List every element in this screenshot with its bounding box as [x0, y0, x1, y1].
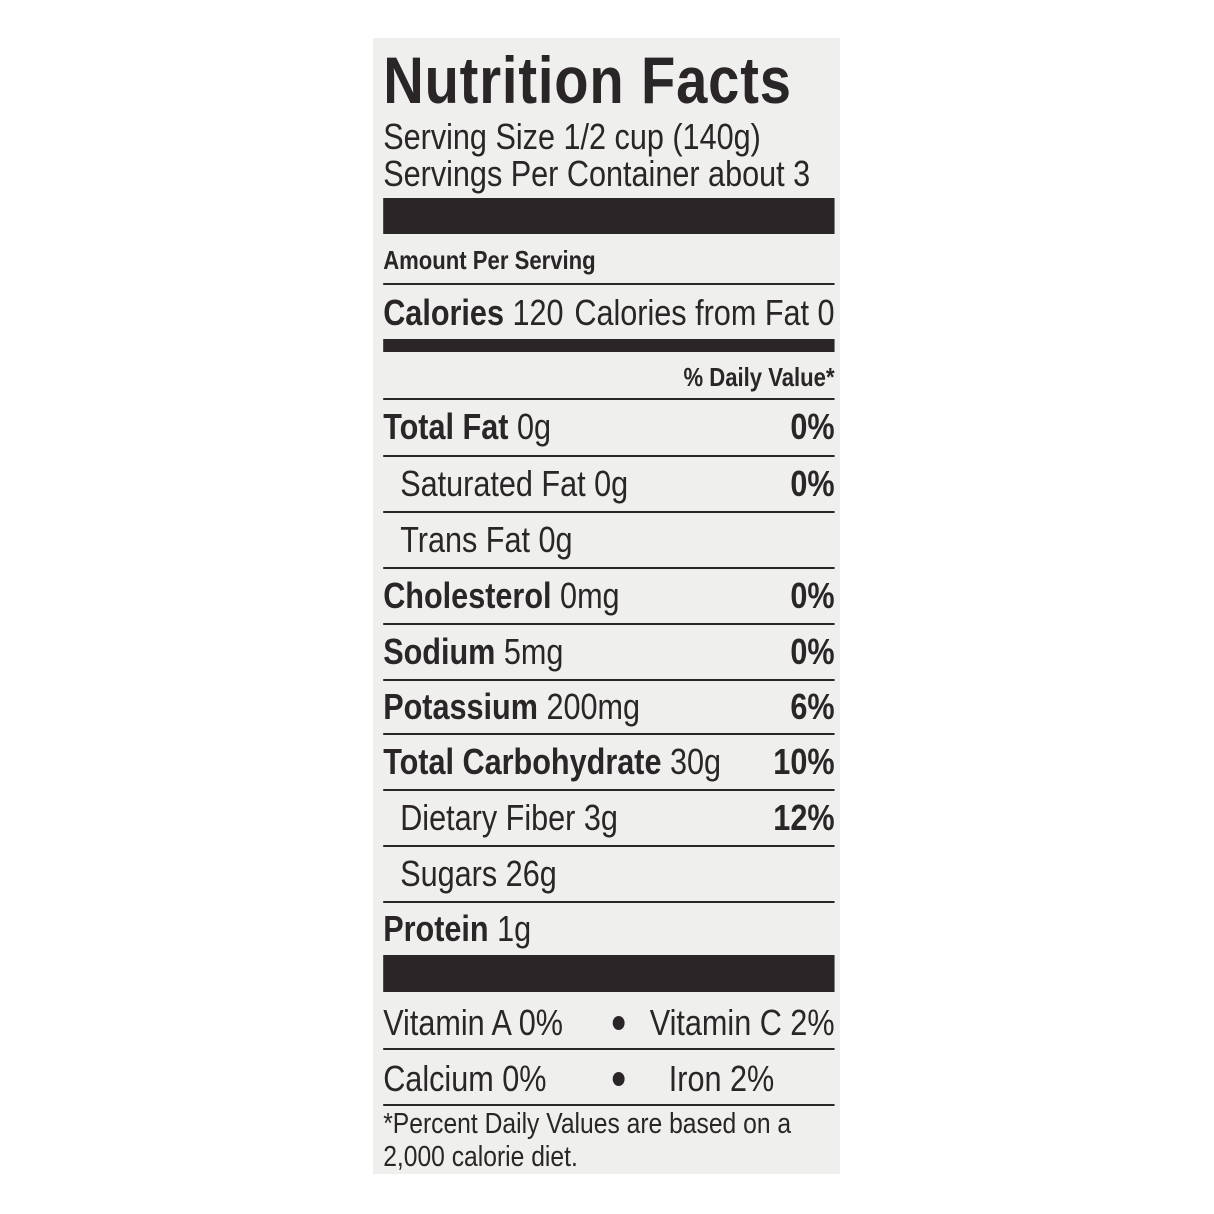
divider: [383, 283, 835, 285]
nutrient-dv: 0%: [790, 463, 835, 504]
nutrient-dv: 10%: [773, 741, 835, 782]
nutrient-row-trans-fat: Trans Fat 0g: [383, 513, 834, 567]
medium-divider: [383, 339, 835, 352]
vitamin-a: Vitamin A 0%: [383, 1002, 563, 1043]
amount-per-serving: Amount Per Serving: [383, 245, 596, 275]
nutrient-row-saturated-fat: Saturated Fat 0g 0%: [383, 457, 834, 511]
nutrient-label: Saturated Fat: [400, 463, 586, 504]
nutrient-dv: 0%: [790, 631, 835, 672]
divider: [383, 567, 835, 569]
footnote: *Percent Daily Values are based on a 2,0…: [383, 1108, 792, 1173]
divider: [383, 1104, 835, 1106]
divider: [383, 511, 835, 513]
nutrient-amount: 0g: [538, 519, 573, 560]
divider: [383, 623, 835, 625]
divider: [383, 398, 835, 400]
nutrient-amount: 3g: [583, 797, 618, 838]
divider: [383, 901, 835, 903]
nutrient-amount: 0g: [594, 463, 629, 504]
nutrient-row-total-carbohydrate: Total Carbohydrate 30g 10%: [383, 735, 834, 789]
nutrient-amount: 1g: [497, 908, 532, 949]
nutrient-label: Potassium: [383, 686, 538, 727]
divider: [383, 733, 835, 735]
thick-divider: [383, 198, 835, 234]
nutrient-row-sugars: Sugars 26g: [383, 847, 834, 901]
nutrient-row-dietary-fiber: Dietary Fiber 3g 12%: [383, 791, 834, 845]
serving-size: Serving Size 1/2 cup (140g): [383, 116, 761, 157]
nutrient-amount: 5mg: [503, 631, 564, 672]
nutrient-row-potassium: Potassium 200mg 6%: [383, 680, 834, 734]
nutrient-label: Dietary Fiber: [400, 797, 576, 838]
divider: [383, 1048, 835, 1050]
servings-per-container: Servings Per Container about 3: [383, 153, 811, 194]
nutrient-row-cholesterol: Cholesterol 0mg 0%: [383, 569, 834, 623]
nutrient-label: Protein: [383, 908, 489, 949]
divider: [383, 679, 835, 681]
calories-label: Calories: [383, 292, 504, 333]
thick-divider: [383, 955, 835, 992]
vitamin-row: Vitamin A 0% Vitamin C 2%: [383, 996, 834, 1050]
nutrition-facts-label: Nutrition Facts Serving Size 1/2 cup (14…: [373, 38, 840, 1174]
bullet-icon: [612, 1072, 625, 1086]
nutrient-row-sodium: Sodium 5mg 0%: [383, 625, 834, 679]
divider: [383, 789, 835, 791]
nutrient-amount: 0mg: [560, 575, 620, 616]
nutrient-row-total-fat: Total Fat 0g 0%: [383, 400, 834, 454]
nutrient-label: Total Fat: [383, 406, 509, 447]
nutrient-amount: 26g: [505, 853, 557, 894]
bullet-icon: [612, 1016, 625, 1030]
vitamin-c: Vitamin C 2%: [649, 1002, 835, 1043]
nutrient-label: Trans Fat: [400, 519, 530, 560]
nutrient-label: Total Carbohydrate: [383, 741, 662, 782]
calcium: Calcium 0%: [383, 1058, 547, 1099]
nutrient-label: Cholesterol: [383, 575, 552, 616]
calories-row: Calories 120 Calories from Fat 0: [383, 286, 834, 340]
nutrient-dv: 0%: [790, 406, 835, 447]
nutrient-dv: 12%: [773, 797, 835, 838]
nutrient-amount: 30g: [669, 741, 722, 782]
daily-value-header: % Daily Value*: [683, 362, 835, 392]
calories-from-fat: Calories from Fat 0: [574, 292, 835, 333]
divider: [383, 455, 835, 457]
nutrient-label: Sodium: [383, 631, 496, 672]
mineral-row: Calcium 0% Iron 2%: [383, 1052, 834, 1106]
divider: [383, 845, 835, 847]
nutrient-label: Sugars: [400, 853, 498, 894]
nutrient-row-protein: Protein 1g: [383, 902, 834, 956]
iron: Iron 2%: [668, 1058, 775, 1099]
label-title: Nutrition Facts: [383, 43, 792, 117]
nutrient-dv: 0%: [790, 575, 835, 616]
calories-value: 120: [512, 292, 564, 333]
nutrient-amount: 0g: [516, 406, 551, 447]
nutrient-amount: 200mg: [546, 686, 641, 727]
nutrient-dv: 6%: [790, 686, 835, 727]
